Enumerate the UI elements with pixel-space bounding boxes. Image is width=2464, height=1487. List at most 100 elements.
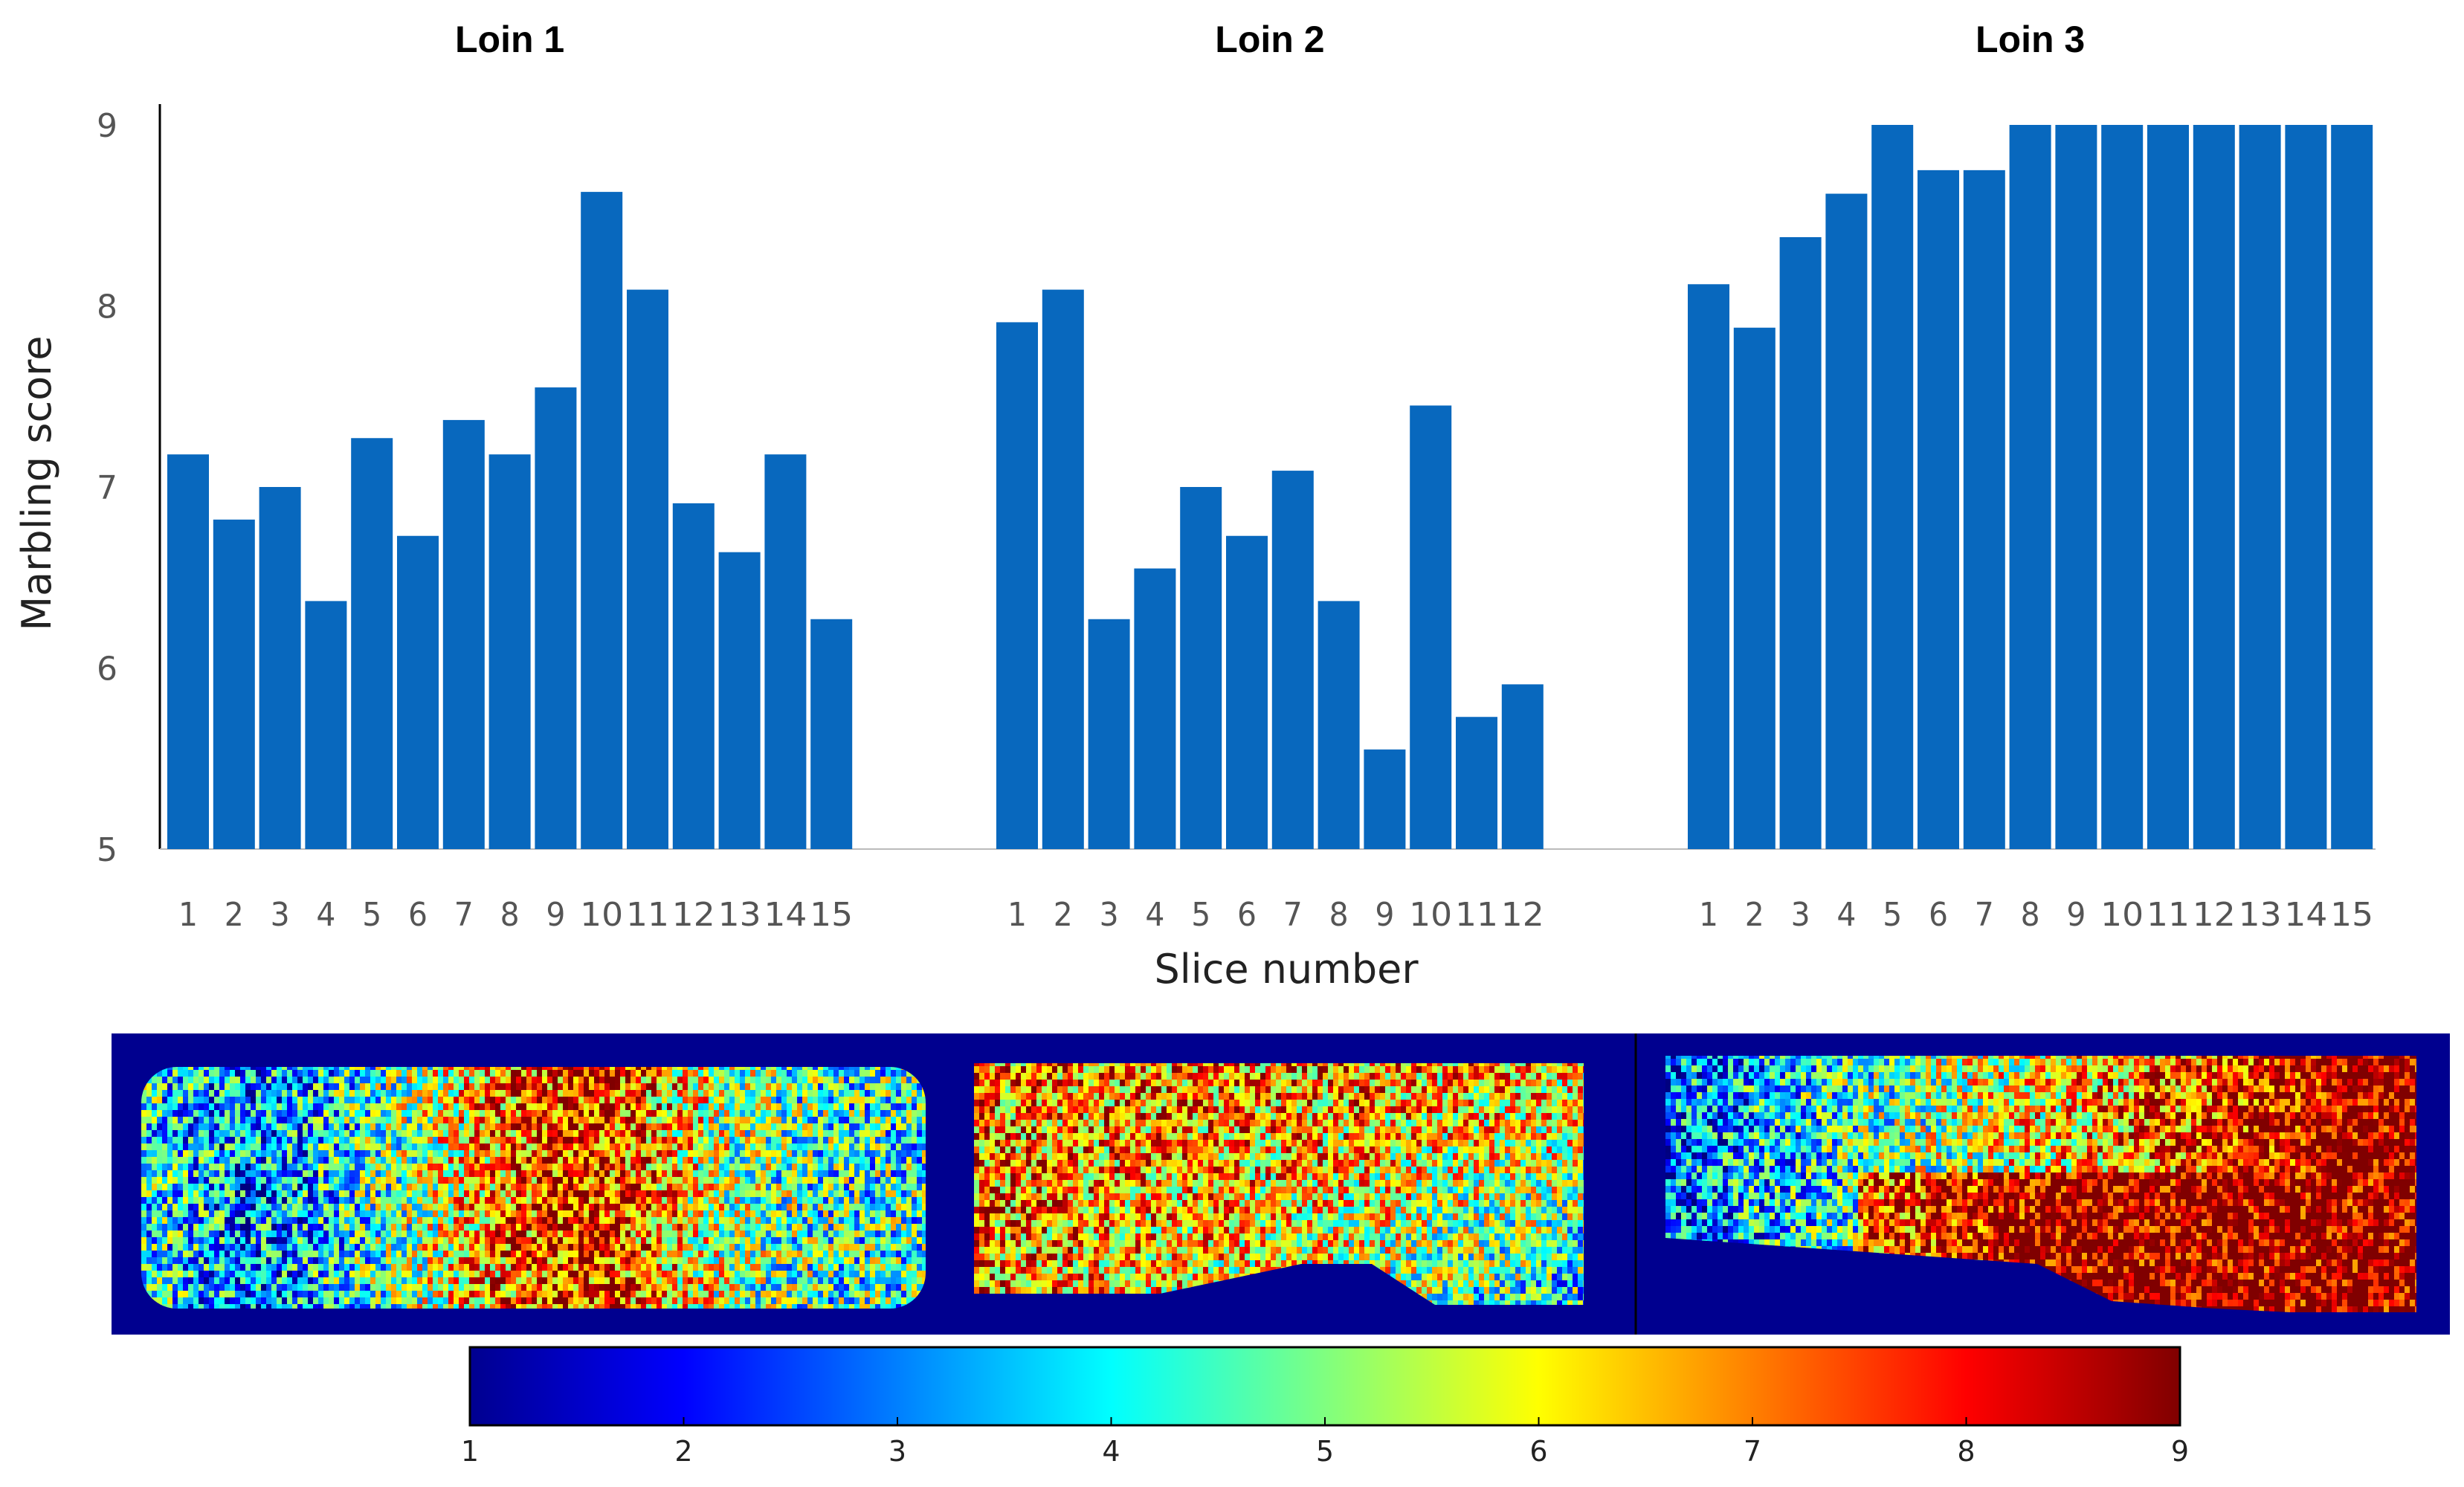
heatmap-cell: [329, 1230, 335, 1238]
heatmap-cell: [802, 1097, 808, 1104]
heatmap-cell: [532, 1277, 538, 1285]
heatmap-cell: [422, 1264, 428, 1271]
heatmap-cell: [188, 1237, 194, 1245]
heatmap-cell: [344, 1264, 350, 1271]
heatmap-cell: [729, 1110, 735, 1117]
heatmap-cell: [287, 1103, 293, 1111]
heatmap-cell: [219, 1130, 225, 1138]
heatmap-cell: [172, 1144, 178, 1151]
heatmap-cell: [688, 1257, 694, 1265]
heatmap-cell: [297, 1244, 303, 1251]
heatmap-cell: [199, 1090, 204, 1097]
heatmap-cell: [188, 1164, 194, 1171]
heatmap-cell: [245, 1304, 251, 1309]
heatmap-cell: [381, 1130, 387, 1138]
heatmap-cell: [662, 1157, 668, 1164]
heatmap-cell: [729, 1083, 735, 1091]
heatmap-cell: [344, 1277, 350, 1285]
heatmap-cell: [297, 1190, 303, 1198]
heatmap-cell: [729, 1271, 735, 1278]
heatmap-cell: [771, 1244, 777, 1251]
heatmap-cell: [610, 1150, 616, 1158]
heatmap-cell: [329, 1137, 335, 1144]
heatmap-cell: [375, 1110, 381, 1117]
heatmap-cell: [355, 1067, 361, 1071]
heatmap-cell: [172, 1190, 178, 1198]
heatmap-cell: [787, 1083, 793, 1091]
heatmap-cell: [636, 1083, 642, 1091]
heatmap-cell: [526, 1137, 532, 1144]
heatmap-cell: [459, 1164, 465, 1171]
heatmap-cell: [157, 1284, 163, 1291]
heatmap-cell: [454, 1210, 459, 1218]
heatmap-cell: [183, 1110, 189, 1117]
heatmap-cell: [214, 1177, 220, 1184]
heatmap-cell: [287, 1237, 293, 1245]
heatmap-cell: [417, 1067, 423, 1071]
heatmap-cell: [459, 1297, 465, 1305]
heatmap-cell: [802, 1291, 808, 1298]
heatmap-cell: [552, 1277, 558, 1285]
heatmap-cell: [277, 1251, 283, 1258]
heatmap-cell: [495, 1177, 501, 1184]
heatmap-cell: [188, 1264, 194, 1271]
heatmap-cell: [683, 1144, 688, 1151]
heatmap-cell: [792, 1184, 798, 1191]
heatmap-cell: [141, 1170, 147, 1178]
heatmap-cell: [657, 1177, 662, 1184]
heatmap-cell: [391, 1190, 397, 1198]
heatmap-cell: [261, 1177, 267, 1184]
heatmap-cell: [162, 1130, 168, 1138]
heatmap-cell: [360, 1304, 366, 1309]
heatmap-cell: [651, 1137, 657, 1144]
heatmap-cell: [474, 1083, 480, 1091]
heatmap-cell: [225, 1197, 230, 1204]
heatmap-cell: [266, 1067, 272, 1071]
heatmap-cell: [526, 1184, 532, 1191]
heatmap-cell: [651, 1067, 657, 1071]
heatmap-cell: [688, 1144, 694, 1151]
heatmap-cell: [594, 1284, 600, 1291]
heatmap-cell: [287, 1144, 293, 1151]
heatmap-cell: [157, 1224, 163, 1231]
heatmap-cell: [407, 1264, 413, 1271]
heatmap-cell: [558, 1230, 564, 1238]
heatmap-cell: [209, 1237, 215, 1245]
y-tick-label: 8: [97, 288, 117, 326]
heatmap-cell: [750, 1164, 756, 1171]
heatmap-cell: [526, 1164, 532, 1171]
heatmap-cell: [204, 1077, 210, 1084]
heatmap-cell: [225, 1067, 230, 1071]
heatmap-cell: [480, 1150, 486, 1158]
heatmap-cell: [776, 1210, 782, 1218]
heatmap-cell: [282, 1190, 288, 1198]
heatmap-cell: [417, 1204, 423, 1211]
heatmap-cell: [365, 1117, 371, 1124]
heatmap-cell: [417, 1297, 423, 1305]
heatmap-cell: [667, 1090, 673, 1097]
heatmap-cell: [214, 1230, 220, 1238]
heatmap-cell: [599, 1157, 605, 1164]
heatmap-cell: [485, 1137, 491, 1144]
heatmap-cell: [370, 1137, 376, 1144]
heatmap-cell: [709, 1197, 715, 1204]
heatmap-cell: [662, 1277, 668, 1285]
heatmap-cell: [334, 1197, 340, 1204]
heatmap-cell: [167, 1150, 173, 1158]
heatmap-cell: [719, 1190, 725, 1198]
heatmap-cell: [209, 1264, 215, 1271]
heatmap-cell: [178, 1204, 184, 1211]
heatmap-cell: [714, 1137, 720, 1144]
heatmap-cell: [277, 1110, 283, 1117]
heatmap-cell: [271, 1210, 277, 1218]
heatmap-cell: [422, 1197, 428, 1204]
heatmap-cell: [563, 1164, 569, 1171]
heatmap-cell: [636, 1277, 642, 1285]
heatmap-cell: [214, 1271, 220, 1278]
heatmap-cell: [490, 1170, 496, 1178]
heatmap-cell: [193, 1117, 199, 1124]
heatmap-cell: [178, 1170, 184, 1178]
heatmap-cell: [235, 1144, 241, 1151]
heatmap-cell: [662, 1210, 668, 1218]
heatmap-cell: [490, 1217, 496, 1225]
